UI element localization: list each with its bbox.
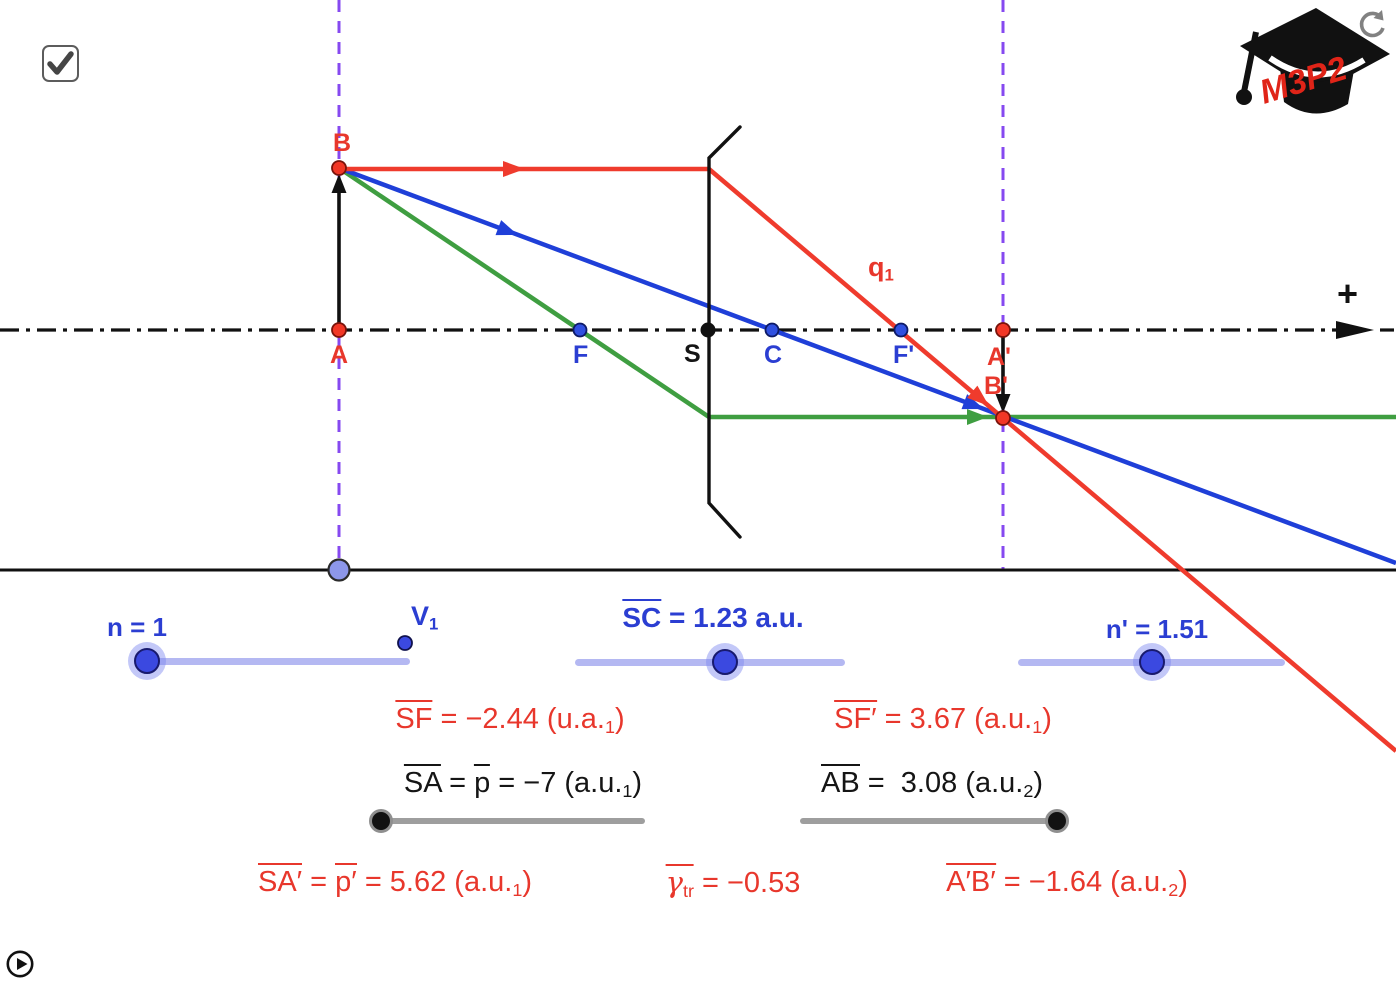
positive-direction-sign: + <box>1337 273 1359 314</box>
sap-bar1: SA′ <box>257 863 303 898</box>
gamma-bar: γtr <box>665 864 694 902</box>
ab-rest: = 3.08 (a.u. <box>859 767 1024 799</box>
gamma-symbol: γ <box>665 865 683 899</box>
refresh-icon[interactable] <box>1352 6 1390 44</box>
v1-main: V <box>411 601 430 631</box>
apbp-close: ) <box>1178 866 1188 898</box>
sc-bar: SC <box>622 599 662 633</box>
point-V1[interactable] <box>397 635 413 651</box>
sa-bar1: SA <box>403 764 442 799</box>
sc-rest: = 1.23 a.u. <box>661 602 804 633</box>
sa-readout: SA = p = −7 (a.u.1) <box>403 764 643 802</box>
label-F: F <box>573 341 589 369</box>
label-C: C <box>764 341 783 369</box>
cap-band <box>1280 68 1354 114</box>
tassel-end <box>1236 89 1252 105</box>
sa-close: ) <box>632 767 643 799</box>
sfp-rest: = 3.67 (a.u. <box>876 703 1033 735</box>
blue-ray-arrowhead-1 <box>495 220 518 236</box>
cap-highlight <box>1268 55 1366 78</box>
label-A-prime: A' <box>987 343 1011 371</box>
n-slider-label: n = 1 <box>107 612 167 642</box>
sfp-close: ) <box>1042 703 1052 735</box>
label-B-prime: B' <box>984 372 1008 400</box>
red-ray-refracted <box>707 167 1396 753</box>
apbp-bar: A′B′ <box>946 863 996 898</box>
point-S <box>700 322 716 338</box>
sa-sub: 1 <box>622 781 633 802</box>
sap-bar2: p′ <box>335 863 357 898</box>
gamma-readout: γtr = −0.53 <box>665 864 801 902</box>
label-q1: q1 <box>868 252 894 284</box>
ab-readout: AB = 3.08 (a.u.2) <box>821 764 1043 802</box>
image-arrowhead <box>995 394 1011 413</box>
sc-slider-handle[interactable] <box>712 649 738 675</box>
point-A <box>331 322 347 338</box>
point-A-prime <box>995 322 1011 338</box>
sap-sub: 1 <box>512 880 523 901</box>
n-prime-slider-handle[interactable] <box>1139 649 1165 675</box>
q1-main: q <box>868 252 885 282</box>
ab-close: ) <box>1033 767 1043 799</box>
green-ray-arrowhead <box>967 409 988 425</box>
sa-prime-readout: SA′ = p′ = 5.62 (a.u.1) <box>257 863 533 901</box>
blue-ray <box>338 165 1396 566</box>
play-button[interactable] <box>5 949 35 979</box>
point-F-prime <box>893 322 909 338</box>
green-ray <box>337 166 1396 420</box>
sfp-sub: 1 <box>1032 717 1043 738</box>
n-slider-handle[interactable] <box>134 648 160 674</box>
sa-bar2: p <box>474 764 491 799</box>
show-construction-checkbox[interactable] <box>42 45 79 82</box>
label-B: B <box>333 129 352 157</box>
red-ray-arrowhead-1 <box>503 161 525 177</box>
sap-eq1: = <box>302 866 336 898</box>
sc-slider-track[interactable] <box>575 659 845 666</box>
label-S: S <box>684 340 701 368</box>
sc-slider-label: SC = 1.23 a.u. <box>622 599 804 634</box>
q1-sub: 1 <box>884 265 894 285</box>
sa-slider-handle[interactable] <box>369 809 393 833</box>
ab-sub: 2 <box>1023 781 1034 802</box>
gamma-sub: tr <box>682 881 694 902</box>
point-B-prime <box>995 410 1011 426</box>
sa-slider-track[interactable] <box>380 818 645 824</box>
sf-prime-readout: SF′ = 3.67 (a.u.1) <box>834 700 1052 738</box>
ab-prime-readout: A′B′ = −1.64 (a.u.2) <box>946 863 1188 901</box>
sap-close: ) <box>522 866 533 898</box>
n-prime-slider-label: n' = 1.51 <box>1105 614 1209 644</box>
red-ray-arrowhead-2 <box>967 385 989 406</box>
play-icon <box>17 958 28 970</box>
ab-slider-handle[interactable] <box>1045 809 1069 833</box>
sf-readout: SF = −2.44 (u.a.1) <box>395 700 625 738</box>
ab-slider-track[interactable] <box>800 818 1058 824</box>
optical-axis-arrowhead <box>1336 321 1374 339</box>
apbp-sub: 2 <box>1168 880 1179 901</box>
object-position-handle[interactable] <box>327 558 351 582</box>
sf-bar: SF <box>395 700 433 735</box>
v1-sub: 1 <box>429 614 439 634</box>
label-A: A <box>330 341 349 369</box>
m3p2-logo: M3P2 <box>1236 8 1390 114</box>
sf-sub: 1 <box>604 717 615 738</box>
label-V1: V1 <box>411 601 438 633</box>
point-F <box>572 322 588 338</box>
sf-rest: = −2.44 (u.a. <box>432 703 605 735</box>
object-arrowhead <box>331 174 347 193</box>
sap-rest: = 5.62 (a.u. <box>356 866 513 898</box>
sfp-bar: SF′ <box>834 700 877 735</box>
point-C <box>764 322 780 338</box>
sa-rest: = −7 (a.u. <box>490 767 623 799</box>
gamma-rest: = −0.53 <box>693 867 801 899</box>
sa-eq1: = <box>441 767 475 799</box>
label-F-prime: F' <box>893 341 915 369</box>
n-slider-track[interactable] <box>145 658 410 665</box>
point-B <box>331 160 347 176</box>
apbp-rest: = −1.64 (a.u. <box>995 866 1169 898</box>
sf-close: ) <box>614 703 625 735</box>
ab-bar: AB <box>821 764 860 799</box>
checkmark-icon <box>47 51 74 75</box>
